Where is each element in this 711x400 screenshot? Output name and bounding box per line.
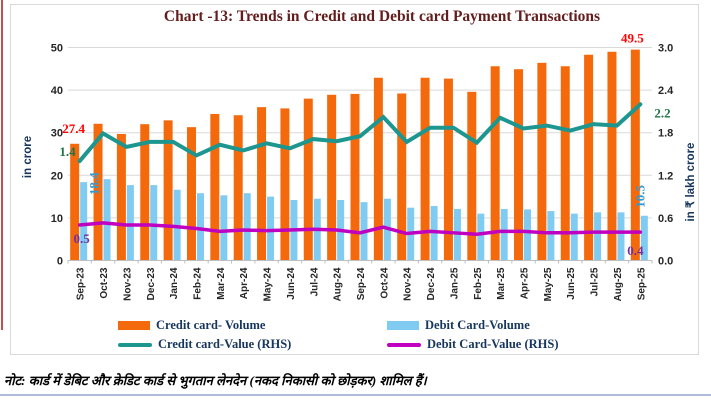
x-axis — [67, 260, 653, 264]
left-border-line — [1, 0, 3, 330]
svg-text:Feb-24: Feb-24 — [192, 267, 203, 300]
debit-value-line — [77, 221, 643, 236]
svg-text:Apr-24: Apr-24 — [239, 267, 250, 299]
svg-text:Feb-25: Feb-25 — [473, 267, 484, 300]
y-axis-left-labels: 0 10 20 30 40 50 — [51, 43, 63, 268]
svg-text:Nov-24: Nov-24 — [403, 267, 414, 301]
svg-text:Jun-24: Jun-24 — [286, 267, 297, 300]
data-label: 27.4 — [62, 121, 85, 136]
svg-text:Sep-25: Sep-25 — [636, 267, 647, 300]
data-label: 0.4 — [627, 243, 644, 258]
svg-text:Jun-25: Jun-25 — [566, 267, 577, 300]
data-label: 1.4 — [59, 144, 76, 159]
data-label: 18.4 — [87, 172, 102, 195]
svg-text:Sep-24: Sep-24 — [356, 267, 367, 300]
credit-volume-swatch — [118, 321, 150, 330]
legend-item-debit-value: Debit Card-Value (RHS) — [387, 337, 558, 352]
svg-text:30: 30 — [51, 128, 63, 140]
svg-text:Jul-24: Jul-24 — [309, 267, 320, 296]
svg-text:0: 0 — [57, 256, 63, 268]
legend-item-credit-volume: Credit card- Volume — [118, 318, 266, 333]
svg-text:May-24: May-24 — [263, 267, 274, 301]
data-labels: 27.4 49.5 18.4 10.5 1.4 2.2 0.5 0.4 — [59, 31, 670, 258]
svg-text:1.8: 1.8 — [658, 128, 673, 140]
chart-title: Chart -13: Trends in Credit and Debit ca… — [163, 8, 601, 25]
svg-text:Aug-25: Aug-25 — [613, 267, 624, 301]
svg-text:Jan-24: Jan-24 — [169, 267, 180, 299]
debit-volume-swatch — [387, 321, 419, 330]
svg-text:Dec-23: Dec-23 — [146, 267, 157, 300]
svg-text:in ₹ lakh crore: in ₹ lakh crore — [685, 143, 697, 222]
data-label: 49.5 — [621, 31, 644, 46]
svg-text:in crore: in crore — [22, 136, 34, 178]
svg-text:40: 40 — [51, 85, 63, 97]
credit-value-swatch — [118, 342, 152, 347]
svg-text:Nov-23: Nov-23 — [122, 267, 133, 301]
svg-text:Oct-23: Oct-23 — [99, 267, 110, 299]
svg-text:Apr-25: Apr-25 — [520, 267, 531, 299]
svg-text:Mar-25: Mar-25 — [496, 267, 507, 300]
svg-text:Dec-24: Dec-24 — [426, 267, 437, 300]
svg-text:50: 50 — [51, 43, 63, 55]
svg-text:2.4: 2.4 — [658, 85, 674, 97]
credit-volume-bars — [70, 49, 640, 261]
data-label: 0.5 — [74, 231, 91, 246]
legend-label: Debit Card-Value (RHS) — [427, 337, 559, 351]
svg-text:Jul-25: Jul-25 — [590, 267, 601, 296]
svg-text:Jan-25: Jan-25 — [449, 267, 460, 299]
svg-text:1.2: 1.2 — [658, 170, 673, 182]
chart-plot-area: 0 10 20 30 40 50 0.0 0.6 1.2 1.8 2.4 3.0 Sep-23 Oct-2… — [22, 31, 697, 302]
svg-text:Oct-24: Oct-24 — [379, 267, 390, 299]
legend-label: Debit Card-Volume — [425, 318, 530, 332]
svg-text:10: 10 — [51, 213, 63, 225]
legend-item-debit-volume: Debit Card-Volume — [387, 318, 530, 333]
svg-text:0.6: 0.6 — [658, 213, 673, 225]
svg-text:3.0: 3.0 — [658, 43, 673, 55]
footnote: नोट: कार्ड में डेबिट और क्रेडिट कार्ड से… — [4, 373, 427, 388]
data-label: 10.5 — [632, 185, 647, 208]
svg-text:0.0: 0.0 — [658, 256, 673, 268]
legend-label: Credit card- Volume — [156, 318, 266, 332]
credit-value-line — [77, 102, 643, 164]
bottom-rule — [0, 394, 711, 396]
y-axis-right-labels: 0.0 0.6 1.2 1.8 2.4 3.0 — [658, 43, 674, 268]
data-label: 2.2 — [654, 105, 670, 120]
svg-text:20: 20 — [51, 170, 63, 182]
svg-text:Mar-24: Mar-24 — [216, 267, 227, 300]
svg-text:May-25: May-25 — [543, 267, 554, 301]
axis-titles: in crore in ₹ lakh crore — [22, 136, 697, 222]
svg-text:Aug-24: Aug-24 — [333, 267, 344, 301]
x-axis-labels: Sep-23 Oct-23 Nov-23 Dec-23 Jan-24 Feb-24 Mar-… — [76, 267, 648, 301]
legend-label: Credit card-Value (RHS) — [158, 337, 292, 351]
debit-value-swatch — [387, 342, 421, 347]
svg-text:Sep-23: Sep-23 — [76, 267, 87, 300]
legend-item-credit-value: Credit card-Value (RHS) — [118, 337, 291, 352]
